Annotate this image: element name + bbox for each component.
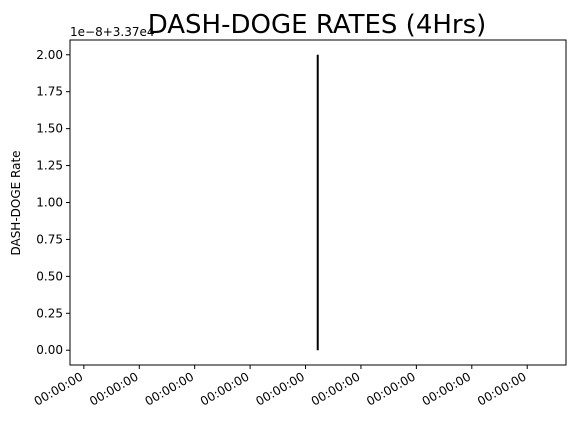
y-tick-label: 1.00 — [36, 196, 63, 210]
x-tick-label: 00:00:00 — [198, 369, 252, 408]
x-tick-label: 00:00:00 — [253, 369, 307, 408]
x-tick-label: 00:00:00 — [475, 369, 529, 408]
x-tick-label: 00:00:00 — [143, 369, 197, 408]
y-tick-label: 0.00 — [36, 343, 63, 357]
x-tick-label: 00:00:00 — [420, 369, 474, 408]
chart-title: DASH-DOGE RATES (4Hrs) — [148, 10, 487, 40]
x-tick-label: 00:00:00 — [364, 369, 418, 408]
x-tick-label: 00:00:00 — [32, 369, 86, 408]
y-axis-label: DASH-DOGE Rate — [9, 150, 23, 255]
y-tick-label: 0.75 — [36, 232, 63, 246]
x-tick-label: 00:00:00 — [87, 369, 141, 408]
x-axis: 00:00:00 00:00:00 00:00:00 00:00:00 00:00:00… — [32, 365, 529, 409]
y-offset-text: 1e−8+3.37e4 — [70, 25, 155, 39]
x-tick-label: 00:00:00 — [309, 369, 363, 408]
y-tick-label: 0.50 — [36, 269, 63, 283]
y-axis: 0.00 0.25 0.50 0.75 1.00 1.25 1.50 1.75 2.00 — [36, 48, 70, 357]
y-tick-label: 1.50 — [36, 122, 63, 136]
y-tick-label: 1.25 — [36, 159, 63, 173]
y-tick-label: 0.25 — [36, 306, 63, 320]
y-tick-label: 2.00 — [36, 48, 63, 62]
y-tick-label: 1.75 — [36, 85, 63, 99]
